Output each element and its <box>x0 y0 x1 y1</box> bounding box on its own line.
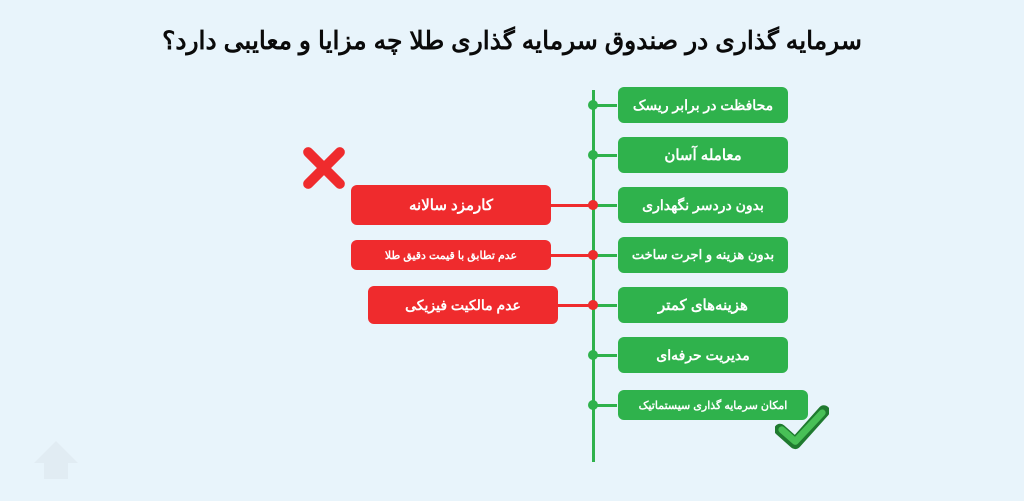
pros-label: محافظت در برابر ریسک <box>633 97 773 114</box>
cons-connector <box>551 204 593 207</box>
page-title: سرمایه گذاری در صندوق سرمایه گذاری طلا چ… <box>0 26 1024 56</box>
cons-dot <box>588 300 598 310</box>
pros-label: بدون دردسر نگهداری <box>642 197 764 214</box>
cons-box: کارمزد سالانه <box>351 185 551 225</box>
cons-label: کارمزد سالانه <box>409 196 493 214</box>
brand-logo <box>32 439 80 479</box>
pros-label: امکان سرمایه گذاری سیستماتیک <box>639 399 788 412</box>
cons-connector <box>551 254 593 257</box>
pros-box: بدون دردسر نگهداری <box>618 187 788 223</box>
cross-icon <box>301 145 347 196</box>
pros-connector <box>593 404 617 407</box>
cons-label: عدم تطابق با قیمت دقیق طلا <box>385 249 517 262</box>
pros-connector <box>593 104 617 107</box>
pros-box: معامله آسان <box>618 137 788 173</box>
pros-box: محافظت در برابر ریسک <box>618 87 788 123</box>
diagram-canvas: محافظت در برابر ریسک معامله آسان بدون دردس… <box>0 90 1024 501</box>
cons-box: عدم مالکیت فیزیکی <box>368 286 558 324</box>
pros-connector <box>593 154 617 157</box>
cons-label: عدم مالکیت فیزیکی <box>405 297 521 314</box>
check-icon <box>775 401 829 460</box>
pros-label: هزینه‌های کمتر <box>658 296 748 314</box>
cons-box: عدم تطابق با قیمت دقیق طلا <box>351 240 551 270</box>
pros-box: هزینه‌های کمتر <box>618 287 788 323</box>
pros-label: بدون هزینه و اجرت ساخت <box>632 247 774 263</box>
pros-label: معامله آسان <box>664 146 741 164</box>
pros-connector <box>593 354 617 357</box>
pros-box: مدیریت حرفه‌ای <box>618 337 788 373</box>
pros-box: بدون هزینه و اجرت ساخت <box>618 237 788 273</box>
cons-dot <box>588 200 598 210</box>
cons-dot <box>588 250 598 260</box>
pros-label: مدیریت حرفه‌ای <box>656 347 749 364</box>
